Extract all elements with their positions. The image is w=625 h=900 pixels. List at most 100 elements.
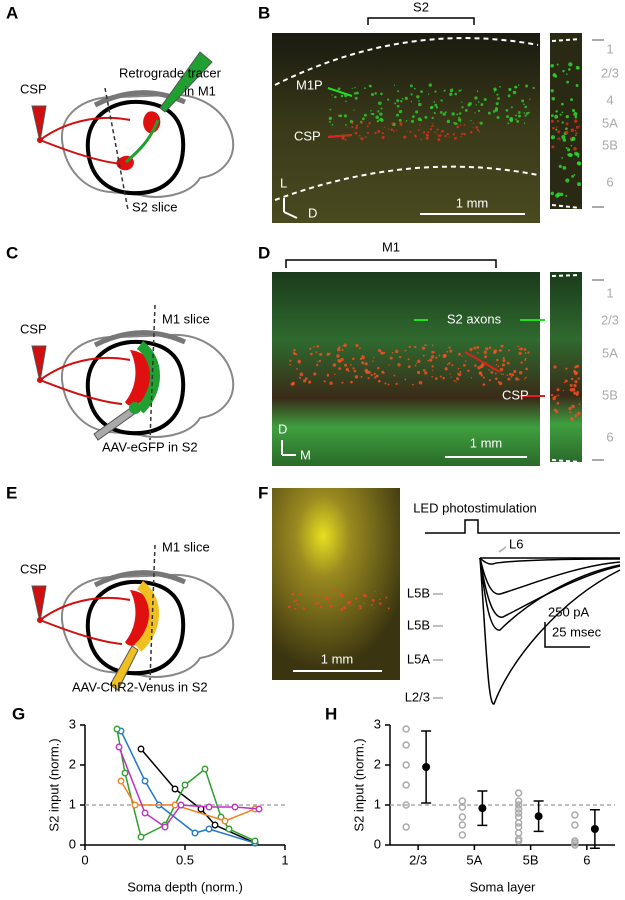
speckle [370, 112, 373, 115]
data-point [514, 789, 523, 797]
speckle [343, 606, 347, 609]
speckle [412, 383, 414, 386]
speckle [318, 359, 322, 363]
speckle [454, 137, 457, 140]
speckle [552, 126, 555, 130]
speckle [557, 130, 561, 134]
speckle [569, 383, 573, 387]
speckle [566, 73, 568, 75]
speckle [326, 596, 328, 599]
speckle [577, 377, 580, 380]
speckle [309, 347, 312, 350]
speckle [577, 411, 581, 416]
speckle [494, 377, 498, 381]
speckle [343, 114, 348, 118]
speckle [352, 367, 355, 370]
speckle [319, 605, 323, 608]
speckle [323, 380, 326, 383]
speckle [387, 607, 390, 610]
speckle [377, 349, 382, 353]
scale-bar [544, 622, 590, 648]
speckle [516, 119, 520, 123]
y-tick-label: 0 [374, 836, 381, 851]
speckle [519, 371, 523, 375]
data-point [137, 745, 145, 753]
speckle [299, 593, 302, 596]
speckle [507, 122, 510, 125]
speckle [559, 192, 564, 197]
speckle [433, 351, 435, 354]
speckle [556, 63, 559, 66]
speckle [479, 121, 483, 125]
speckle [573, 391, 577, 395]
speckle [396, 104, 400, 108]
speckle [494, 372, 497, 375]
speckle [438, 134, 442, 137]
speckle [484, 355, 488, 359]
speckle [417, 129, 420, 132]
speckle [524, 114, 527, 117]
data-point [514, 809, 523, 817]
speckle [525, 112, 529, 115]
speckle [523, 348, 527, 351]
speckle [366, 125, 369, 128]
data-point [458, 803, 467, 811]
speckle [353, 109, 355, 111]
speckle [550, 89, 554, 93]
speckle [422, 131, 426, 134]
speckle [366, 131, 370, 135]
speckle [523, 112, 526, 114]
data-point [131, 801, 139, 809]
speckle [355, 125, 358, 127]
speckle [494, 108, 499, 112]
label: CSP [294, 128, 321, 143]
speckle [559, 113, 562, 116]
speckle [568, 62, 573, 67]
brain-schematic [32, 333, 233, 437]
layer-label: 4 [606, 92, 613, 107]
label: CSP [502, 387, 529, 402]
speckle [508, 372, 512, 376]
label: M [300, 447, 311, 462]
scale-label: 250 pA [548, 604, 590, 619]
label: AAV-ChR2-Venus in S2 [72, 679, 208, 694]
speckle [576, 125, 579, 129]
layer-label: 5B [602, 387, 618, 402]
speckle [559, 139, 561, 141]
speckle [427, 93, 430, 95]
speckle [395, 349, 399, 353]
speckle [359, 607, 362, 610]
speckle [316, 363, 319, 367]
speckle [577, 67, 580, 70]
speckle [418, 102, 422, 107]
speckle [429, 358, 433, 362]
speckle [380, 118, 384, 122]
speckle [342, 344, 344, 347]
region-bracket [285, 259, 497, 268]
speckle [480, 103, 484, 106]
speckle [354, 597, 358, 600]
speckle [445, 368, 448, 371]
speckle [430, 125, 433, 128]
speckle [573, 112, 578, 117]
speckle [573, 174, 576, 176]
speckle [562, 389, 564, 392]
speckle [550, 64, 554, 68]
speckle [576, 390, 580, 394]
speckle [553, 73, 556, 75]
speckle [328, 116, 332, 121]
speckle [517, 114, 521, 118]
orientation-axes [283, 198, 298, 219]
speckle [404, 96, 408, 101]
speckle [519, 347, 523, 351]
speckle [460, 135, 462, 138]
speckle [293, 348, 296, 352]
speckle [331, 94, 333, 96]
speckle [418, 372, 420, 374]
speckle [570, 128, 575, 132]
speckle [456, 113, 459, 116]
speckle [380, 592, 382, 595]
speckle [439, 375, 442, 378]
data-point [171, 785, 179, 793]
label: CSP [20, 81, 47, 96]
